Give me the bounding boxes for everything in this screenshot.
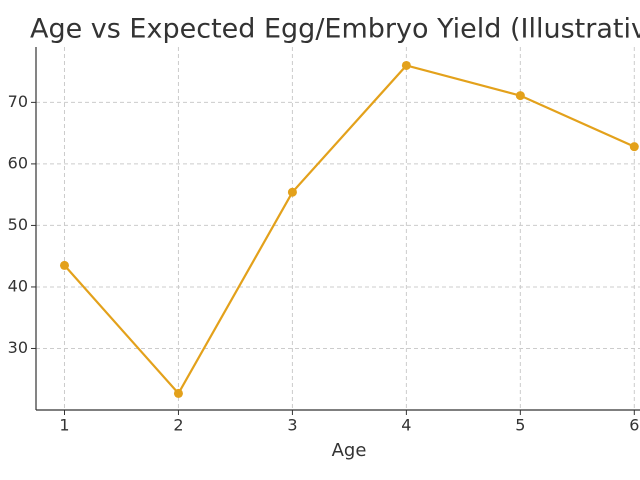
data-point <box>515 91 525 101</box>
y-tick-label: 70 <box>8 92 28 111</box>
x-tick-label: 3 <box>287 416 297 435</box>
y-tick-label: 60 <box>8 153 28 172</box>
y-tick-label: 30 <box>8 338 28 357</box>
data-point <box>629 142 639 152</box>
x-tick-label: 4 <box>401 416 411 435</box>
x-tick-label: 5 <box>515 416 525 435</box>
x-tick-label: 1 <box>59 416 69 435</box>
data-point <box>287 187 297 197</box>
y-tick-label: 40 <box>8 276 28 295</box>
data-line <box>63 64 635 396</box>
data-point <box>401 60 411 70</box>
x-tick-label: 2 <box>173 416 183 435</box>
x-tick-label: 6 <box>629 416 639 435</box>
data-point <box>173 388 183 398</box>
y-tick-label: 50 <box>8 215 28 234</box>
chart-title: Age vs Expected Egg/Embryo Yield (Illust… <box>30 14 640 45</box>
data-point <box>59 260 69 270</box>
x-axis-label: Age <box>332 440 367 461</box>
